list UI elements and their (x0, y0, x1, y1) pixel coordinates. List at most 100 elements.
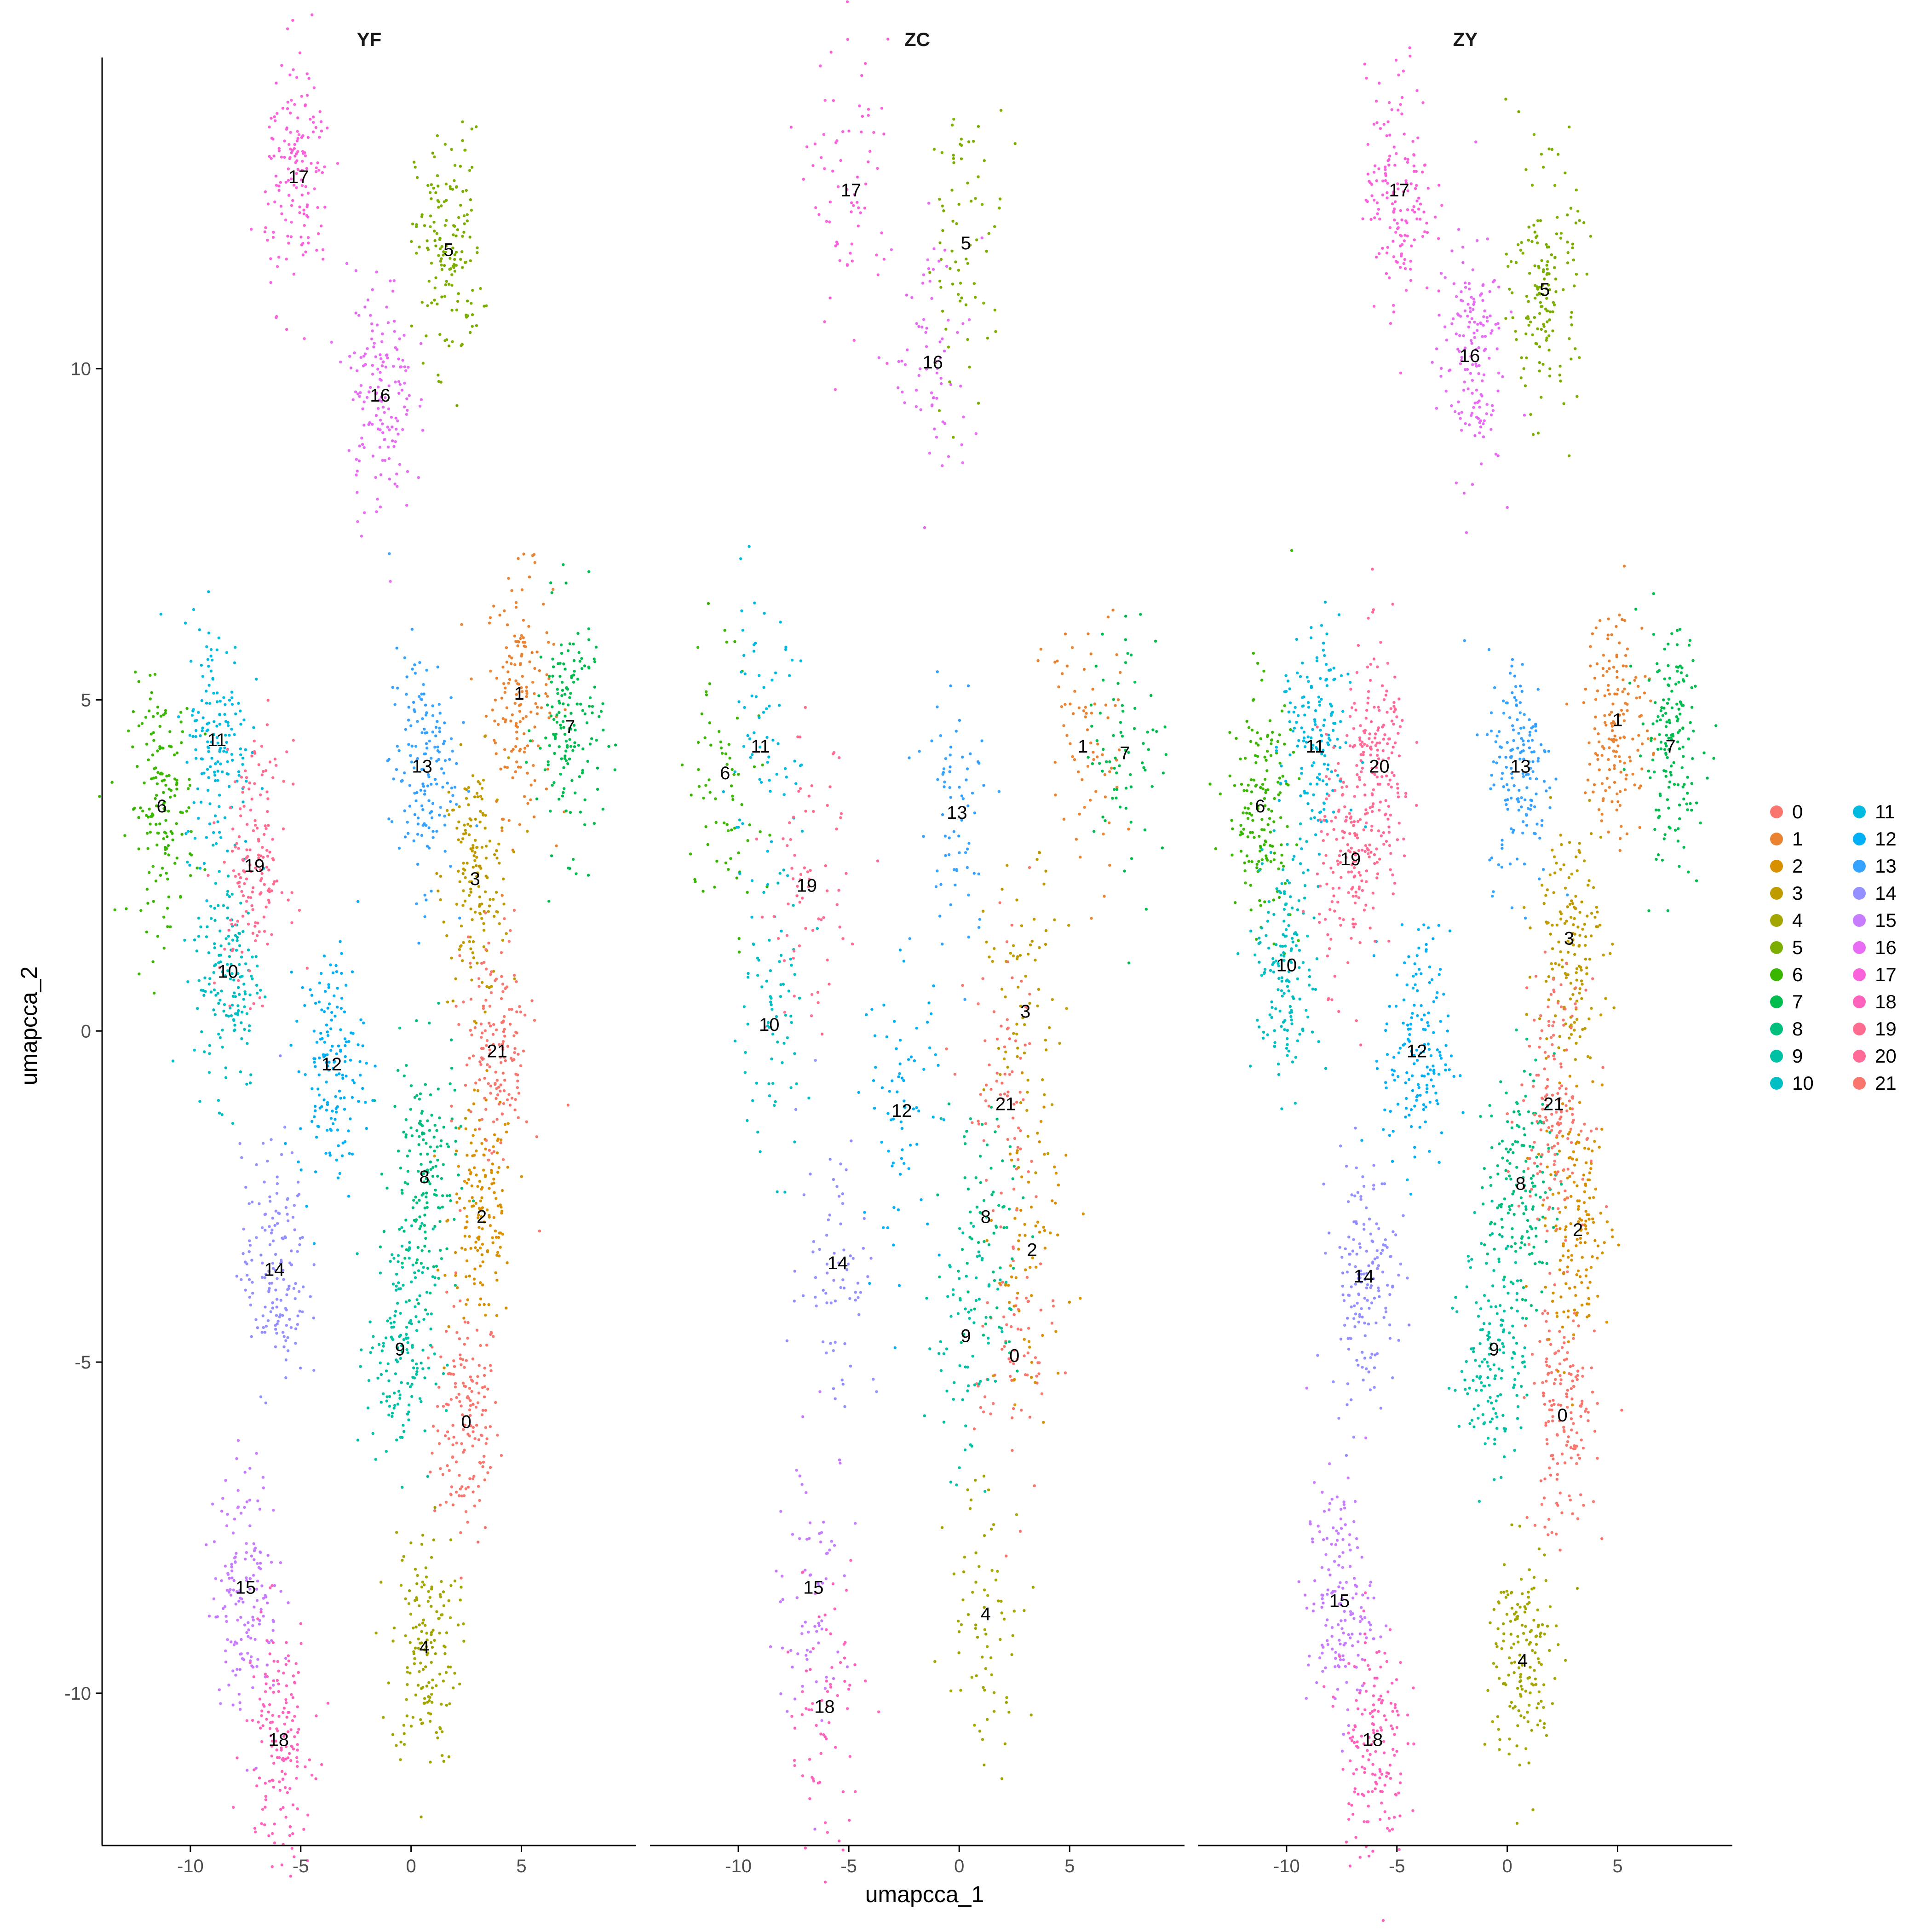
cluster-18-points (786, 1559, 880, 1884)
y-tick-label: 10 (71, 359, 92, 380)
cell-point (478, 903, 482, 906)
cell-point (1543, 1496, 1546, 1500)
cell-point (729, 857, 732, 860)
cell-point (965, 1130, 968, 1133)
cell-point (437, 889, 440, 893)
cell-point (572, 724, 576, 727)
cell-point (231, 1003, 234, 1007)
cell-point (426, 184, 430, 187)
cell-point (359, 1018, 362, 1022)
cell-point (434, 191, 437, 195)
cell-point (814, 206, 817, 209)
cell-point (487, 1303, 490, 1306)
cell-point (407, 743, 410, 746)
cell-point (834, 244, 837, 247)
cell-point (1013, 1217, 1017, 1220)
cell-point (857, 1091, 861, 1094)
cell-point (966, 181, 969, 185)
cell-point (473, 1437, 477, 1440)
cell-point (767, 1082, 770, 1086)
cell-point (193, 837, 197, 840)
cell-point (201, 757, 204, 761)
cell-point (380, 364, 384, 368)
cell-point (1006, 1090, 1010, 1094)
cell-point (415, 1363, 418, 1366)
cell-point (322, 1010, 326, 1013)
cell-point (258, 1619, 261, 1622)
cell-point (467, 1397, 470, 1400)
cell-point (291, 1216, 295, 1219)
cell-point (449, 1397, 453, 1401)
cell-point (424, 1230, 427, 1234)
cell-point (424, 1169, 427, 1173)
cell-point (408, 1241, 411, 1244)
cell-point (414, 1261, 418, 1265)
cell-point (249, 1073, 253, 1076)
cell-point (483, 1097, 486, 1100)
cell-point (487, 1082, 490, 1085)
cell-point (437, 750, 441, 754)
cell-point (312, 1242, 316, 1245)
cell-point (891, 1079, 894, 1082)
cell-point (463, 261, 467, 264)
cell-point (391, 1733, 395, 1736)
cell-point (500, 951, 503, 954)
cell-point (848, 1818, 851, 1822)
cell-point (435, 232, 438, 235)
cell-point (413, 663, 416, 667)
cell-point (297, 1290, 301, 1293)
cell-point (1019, 1057, 1022, 1060)
cell-point (516, 725, 519, 729)
cell-point (1108, 863, 1111, 867)
cell-point (201, 726, 204, 730)
cell-point (741, 628, 745, 632)
cell-point (482, 1153, 485, 1156)
cell-point (697, 768, 700, 771)
cell-point (309, 117, 312, 121)
cell-point (546, 695, 549, 698)
cell-point (519, 662, 522, 665)
cell-point (486, 876, 489, 880)
cell-point (489, 1024, 492, 1028)
cell-point (927, 201, 931, 205)
cell-point (573, 745, 576, 748)
cell-point (351, 1096, 354, 1099)
cell-point (823, 1687, 827, 1690)
cell-point (578, 660, 582, 663)
cell-point (263, 883, 266, 886)
cell-point (917, 1110, 920, 1113)
cell-point (460, 250, 464, 253)
cell-point (501, 990, 505, 993)
cell-point (299, 1622, 302, 1625)
cell-point (220, 1579, 223, 1582)
cluster-11-points (159, 590, 265, 903)
cell-point (162, 807, 166, 811)
cell-point (290, 1263, 293, 1266)
cell-point (900, 1127, 904, 1130)
cell-point (409, 1541, 413, 1545)
cell-point (936, 705, 939, 708)
cell-point (519, 703, 523, 706)
cell-point (198, 628, 201, 632)
cell-point (926, 258, 930, 262)
cell-point (208, 702, 212, 705)
cell-point (552, 665, 555, 668)
cell-point (835, 1185, 839, 1188)
cell-point (420, 1815, 423, 1818)
cell-point (528, 729, 531, 732)
cell-point (343, 1010, 346, 1013)
cell-point (781, 1575, 784, 1578)
cell-point (421, 1581, 425, 1584)
cell-point (507, 577, 510, 580)
cell-point (426, 747, 429, 750)
cell-point (203, 1050, 206, 1053)
cell-point (294, 1327, 298, 1330)
cell-point (284, 1816, 288, 1819)
cell-point (1036, 659, 1040, 662)
cell-point (833, 1252, 836, 1255)
cell-point (381, 406, 385, 409)
cell-point (150, 812, 154, 816)
cell-point (452, 1373, 455, 1376)
cell-point (704, 784, 707, 787)
cell-point (263, 930, 266, 933)
